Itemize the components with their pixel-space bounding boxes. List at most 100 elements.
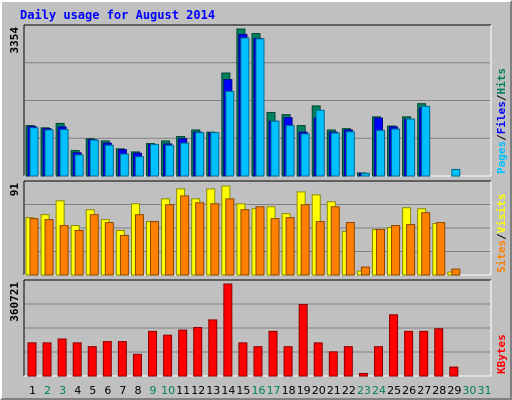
bar-kbytes-day-5 xyxy=(87,346,97,377)
x-tick-label-day-11: 11 xyxy=(176,384,190,397)
bar-kbytes-day-14 xyxy=(223,283,233,377)
x-tick-label-day-12: 12 xyxy=(191,384,205,397)
bar-kbytes-day-7 xyxy=(117,341,127,377)
bar-pages-day-27 xyxy=(421,105,431,177)
legend-item-pages: Pages xyxy=(495,141,508,174)
bar-kbytes-day-2 xyxy=(42,342,52,377)
bar-kbytes-day-25 xyxy=(389,314,399,377)
bar-pages-day-11 xyxy=(180,142,190,177)
bar-kbytes-day-29 xyxy=(449,366,459,377)
bar-sites-day-20 xyxy=(315,221,325,276)
bar-kbytes-day-10 xyxy=(163,334,173,377)
legend-separator: / xyxy=(495,134,508,141)
bar-kbytes-day-12 xyxy=(193,327,203,377)
x-tick-label-day-29: 29 xyxy=(447,384,461,397)
x-tick-label-day-27: 27 xyxy=(417,384,431,397)
x-tick-label-day-31: 31 xyxy=(477,384,491,397)
bar-pages-day-6 xyxy=(104,144,114,177)
x-tick-label-day-26: 26 xyxy=(402,384,416,397)
legend-separator: / xyxy=(495,233,508,240)
bar-pages-day-22 xyxy=(345,131,355,177)
bar-pages-day-23 xyxy=(360,172,370,177)
bar-pages-day-15 xyxy=(240,37,250,177)
bar-kbytes-day-1 xyxy=(27,342,37,377)
bar-sites-day-17 xyxy=(270,218,280,276)
y-max-label-pages-files-hits: 3354 xyxy=(8,27,21,54)
x-tick-label-day-9: 9 xyxy=(150,384,157,397)
bar-sites-day-6 xyxy=(104,222,114,276)
bar-pages-day-17 xyxy=(270,120,280,177)
bar-sites-day-8 xyxy=(134,214,144,276)
bar-sites-day-28 xyxy=(436,222,446,276)
bar-pages-day-16 xyxy=(255,38,265,177)
bar-sites-day-9 xyxy=(150,221,160,276)
bar-pages-day-2 xyxy=(44,129,54,177)
bar-pages-day-1 xyxy=(29,127,39,177)
bar-sites-day-10 xyxy=(165,204,175,276)
bar-kbytes-day-20 xyxy=(313,342,323,377)
bar-kbytes-day-17 xyxy=(268,330,278,377)
bar-pages-day-7 xyxy=(119,153,129,177)
bar-kbytes-day-11 xyxy=(178,329,188,377)
x-tick-label-day-13: 13 xyxy=(206,384,220,397)
y-max-label-kbytes: 360721 xyxy=(8,282,21,322)
x-tick-label-day-7: 7 xyxy=(119,384,126,397)
bar-sites-day-25 xyxy=(391,225,401,276)
bar-pages-day-24 xyxy=(375,129,385,177)
legend-separator: / xyxy=(495,94,508,101)
bar-sites-day-15 xyxy=(240,209,250,276)
bar-sites-day-29 xyxy=(451,268,461,276)
bar-sites-day-13 xyxy=(210,203,220,276)
bar-sites-day-18 xyxy=(285,217,295,276)
bar-kbytes-day-26 xyxy=(404,330,414,377)
x-tick-label-day-6: 6 xyxy=(104,384,111,397)
bar-kbytes-day-24 xyxy=(373,346,383,377)
bar-sites-day-1 xyxy=(29,218,39,276)
x-tick-label-day-30: 30 xyxy=(462,384,476,397)
x-tick-label-day-16: 16 xyxy=(252,384,266,397)
legend-item-visits: Visits xyxy=(495,194,508,234)
legend-item-files: Files xyxy=(495,101,508,134)
bar-sites-day-23 xyxy=(360,266,370,276)
bar-sites-day-19 xyxy=(300,204,310,276)
x-tick-label-day-22: 22 xyxy=(342,384,356,397)
bar-sites-day-16 xyxy=(255,206,265,276)
chart-title: Daily usage for August 2014 xyxy=(20,8,215,22)
legend-pages-files-hits: Pages/Files/Hits xyxy=(495,68,508,174)
bar-pages-day-29 xyxy=(451,168,461,177)
bar-kbytes-day-27 xyxy=(419,330,429,377)
bar-sites-day-4 xyxy=(74,229,84,276)
legend-item-hits: Hits xyxy=(495,68,508,95)
x-tick-label-day-3: 3 xyxy=(59,384,66,397)
bar-kbytes-day-21 xyxy=(328,351,338,377)
bar-pages-day-20 xyxy=(315,109,325,177)
x-tick-label-day-2: 2 xyxy=(44,384,51,397)
bar-pages-day-4 xyxy=(74,154,84,177)
bar-pages-day-18 xyxy=(285,125,295,177)
x-tick-label-day-20: 20 xyxy=(312,384,326,397)
bar-pages-day-10 xyxy=(165,144,175,177)
bar-pages-day-25 xyxy=(391,128,401,177)
x-tick-label-day-19: 19 xyxy=(297,384,311,397)
x-tick-label-day-24: 24 xyxy=(372,384,386,397)
bar-kbytes-day-19 xyxy=(298,304,308,377)
y-max-label-visits-sites: 91 xyxy=(8,183,21,197)
x-tick-label-day-17: 17 xyxy=(267,384,281,397)
bar-pages-day-26 xyxy=(406,118,416,177)
bar-sites-day-27 xyxy=(421,212,431,276)
x-tick-label-day-18: 18 xyxy=(282,384,296,397)
bar-kbytes-day-4 xyxy=(72,342,82,377)
bar-sites-day-14 xyxy=(225,198,235,276)
bar-kbytes-day-18 xyxy=(283,346,293,377)
bar-kbytes-day-15 xyxy=(238,342,248,377)
bar-pages-day-8 xyxy=(134,156,144,177)
bar-kbytes-day-3 xyxy=(57,338,67,377)
bar-sites-day-2 xyxy=(44,219,54,276)
bar-sites-day-21 xyxy=(330,206,340,276)
legend-visits-sites: Sites/Visits xyxy=(495,194,508,274)
bar-sites-day-12 xyxy=(195,202,205,276)
bar-kbytes-day-16 xyxy=(253,346,263,377)
x-tick-label-day-4: 4 xyxy=(74,384,81,397)
bar-kbytes-day-9 xyxy=(148,330,158,377)
